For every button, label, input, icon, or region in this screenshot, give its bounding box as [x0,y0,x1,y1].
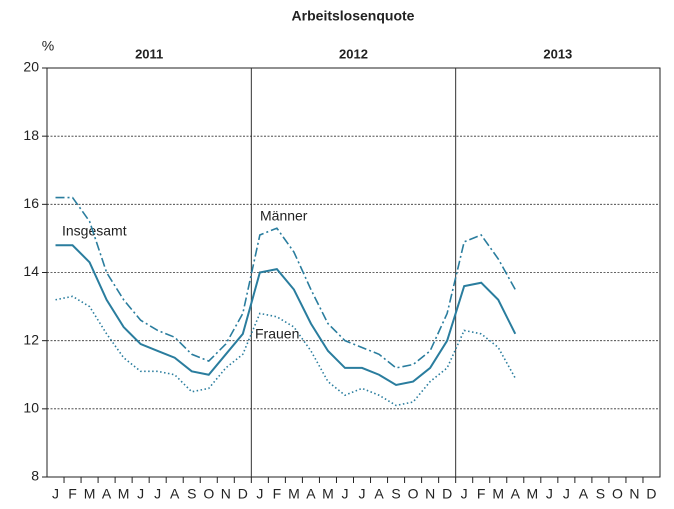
x-tick-label: F [68,486,77,502]
y-tick-label: 8 [31,468,39,484]
x-tick-label: A [306,486,316,502]
x-tick-label: A [374,486,384,502]
x-tick-label: J [461,486,468,502]
y-tick-label: 10 [23,400,39,416]
x-tick-label: J [563,486,570,502]
x-tick-label: M [84,486,96,502]
chart-title: Arbeitslosenquote [292,8,415,24]
series-line [55,295,516,407]
y-tick-label: 14 [23,263,39,279]
x-tick-label: N [425,486,435,502]
series-line [55,244,517,387]
x-tick-label: J [52,486,59,502]
x-tick-label: D [646,486,656,502]
x-tick-label: M [322,486,334,502]
x-tick-label: J [341,486,348,502]
x-tick-label: F [273,486,282,502]
y-tick-label: 20 [23,59,39,75]
x-tick-label: S [596,486,605,502]
y-tick-label: 16 [23,195,39,211]
x-tick-label: A [102,486,112,502]
series-label: Männer [260,208,308,224]
x-tick-label: F [477,486,486,502]
x-tick-label: J [154,486,161,502]
x-tick-label: J [359,486,366,502]
x-tick-label: M [526,486,538,502]
y-tick-label: 18 [23,127,39,143]
y-tick-label: 12 [23,331,39,347]
x-tick-label: J [256,486,263,502]
series-label: Insgesamt [62,223,127,239]
y-unit: % [42,38,54,54]
x-tick-label: N [629,486,639,502]
x-tick-label: S [187,486,196,502]
year-label: 2013 [543,46,572,61]
x-tick-label: M [118,486,130,502]
x-tick-label: J [137,486,144,502]
series-label: Frauen [255,326,299,342]
x-tick-label: D [442,486,452,502]
x-tick-label: A [579,486,589,502]
x-tick-label: O [203,486,214,502]
x-tick-label: M [288,486,300,502]
year-label: 2012 [339,46,368,61]
x-tick-label: A [170,486,180,502]
x-tick-label: N [221,486,231,502]
x-tick-label: D [238,486,248,502]
x-tick-label: S [391,486,400,502]
x-tick-label: O [408,486,419,502]
x-tick-label: A [511,486,521,502]
series-line [55,196,516,369]
x-tick-label: J [546,486,553,502]
x-tick-label: M [492,486,504,502]
year-label: 2011 [135,46,163,61]
x-tick-label: O [612,486,623,502]
